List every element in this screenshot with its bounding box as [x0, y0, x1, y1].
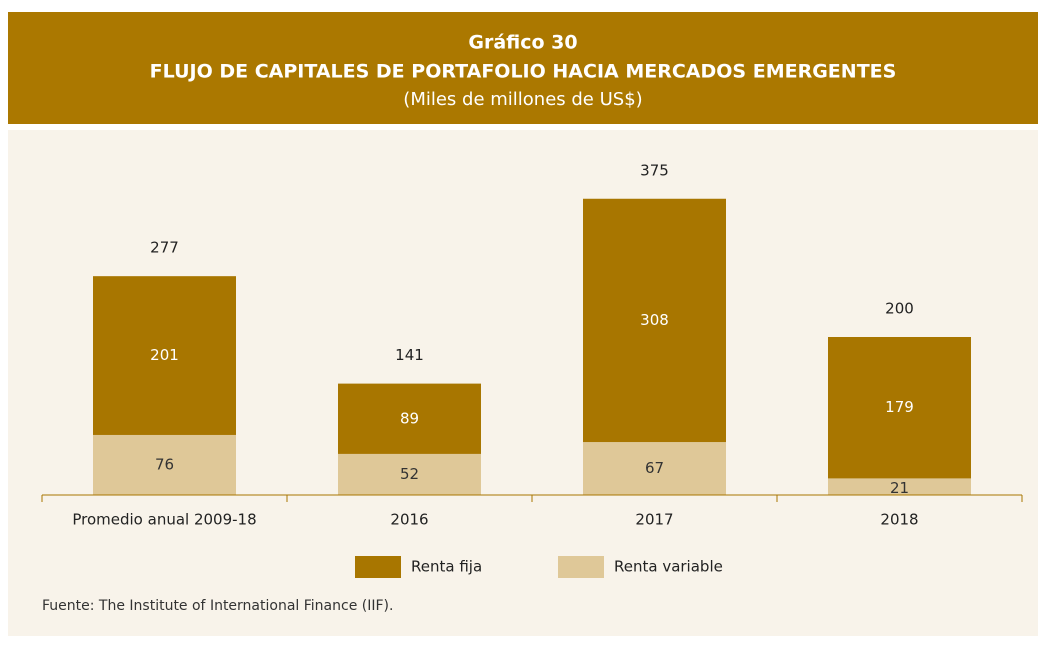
chart-subtitle: FLUJO DE CAPITALES DE PORTAFOLIO HACIA M…: [150, 61, 897, 83]
total-label: 200: [885, 300, 914, 318]
header-band: [8, 12, 1038, 124]
source-note: Fuente: The Institute of International F…: [42, 598, 393, 614]
data-label: 52: [400, 465, 419, 483]
data-label: 308: [640, 311, 669, 329]
chart-units: (Miles de millones de US$): [403, 89, 642, 110]
x-tick-label: 2017: [635, 511, 673, 529]
bar-segment: [828, 478, 971, 495]
data-label: 67: [645, 459, 664, 477]
legend-swatch: [355, 556, 401, 578]
bar-segment: [93, 276, 236, 435]
legend-label: Renta variable: [614, 558, 723, 576]
chart-title: Gráfico 30: [468, 32, 577, 54]
bar-segment: [828, 337, 971, 479]
data-label: 21: [890, 479, 909, 497]
bar-segment: [583, 198, 726, 443]
bar-segment: [93, 434, 236, 495]
bar-segment: [338, 383, 481, 454]
x-tick-label: 2016: [390, 511, 428, 529]
total-label: 277: [150, 239, 179, 257]
legend-label: Renta fija: [411, 558, 482, 576]
x-tick-label: Promedio anual 2009-18: [72, 511, 256, 529]
x-tick-label: 2018: [880, 511, 918, 529]
data-label: 89: [400, 409, 419, 427]
data-label: 179: [885, 398, 914, 416]
bar-segment: [338, 453, 481, 495]
data-label: 76: [155, 455, 174, 473]
total-label: 141: [395, 346, 424, 364]
data-label: 201: [150, 346, 179, 364]
bar-segment: [583, 442, 726, 495]
legend-swatch: [558, 556, 604, 578]
total-label: 375: [640, 161, 669, 179]
